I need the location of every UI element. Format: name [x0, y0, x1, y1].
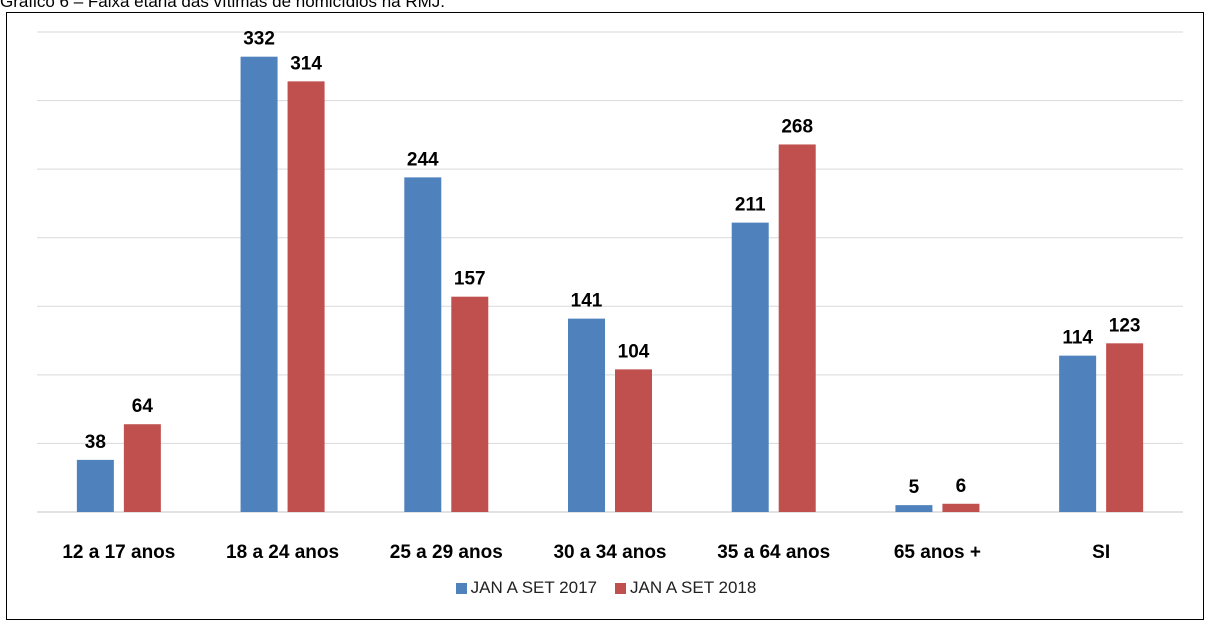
x-tick-label: 18 a 24 anos [226, 542, 339, 563]
x-tick-label: 35 a 64 anos [717, 542, 830, 563]
legend-swatch-2018 [615, 582, 626, 594]
bar-2018 [1106, 343, 1144, 512]
data-label: 38 [85, 432, 106, 453]
chart-legend: JAN A SET 2017 JAN A SET 2018 [0, 578, 1212, 598]
bar-2018 [287, 81, 325, 512]
x-tick-label: 25 a 29 anos [390, 542, 503, 563]
bar-2018 [615, 369, 652, 512]
data-label: 6 [956, 476, 967, 497]
legend-label-2018: JAN A SET 2018 [630, 578, 757, 597]
data-label: 5 [909, 477, 920, 498]
bar-2017 [895, 505, 933, 512]
bar-2018 [123, 424, 161, 512]
x-tick-label: 65 anos + [894, 542, 981, 563]
bar-2017 [76, 459, 114, 512]
bar-2017 [731, 222, 769, 512]
data-label: 268 [781, 116, 813, 137]
data-label: 314 [290, 53, 322, 74]
bar-2017 [404, 177, 442, 512]
data-label: 332 [243, 29, 275, 50]
x-tick-label: 12 a 17 anos [62, 542, 175, 563]
bar-2018 [942, 503, 980, 512]
data-label: 104 [618, 341, 650, 362]
legend-item-2018: JAN A SET 2018 [615, 578, 756, 598]
bar-2017 [568, 318, 605, 512]
chart-caption: Gráfico 6 – Faixa etária das vítimas de … [0, 0, 446, 11]
chart-frame [6, 12, 1204, 620]
bar-2018 [451, 296, 489, 512]
legend-swatch-2017 [455, 582, 467, 594]
x-tick-label: SI [1092, 542, 1110, 563]
data-label: 64 [132, 396, 154, 417]
data-label: 123 [1109, 315, 1141, 336]
data-label: 244 [407, 149, 439, 170]
bar-2017 [1059, 355, 1097, 512]
x-tick-label: 30 a 34 anos [553, 542, 666, 563]
bar-2018 [778, 144, 816, 512]
bar-2017 [240, 56, 278, 512]
legend-label-2017: JAN A SET 2017 [470, 578, 597, 597]
data-label: 141 [571, 291, 603, 312]
data-label: 157 [454, 269, 486, 290]
legend-item-2017: JAN A SET 2017 [455, 578, 597, 598]
data-label: 114 [1062, 328, 1093, 349]
data-label: 211 [735, 195, 766, 216]
